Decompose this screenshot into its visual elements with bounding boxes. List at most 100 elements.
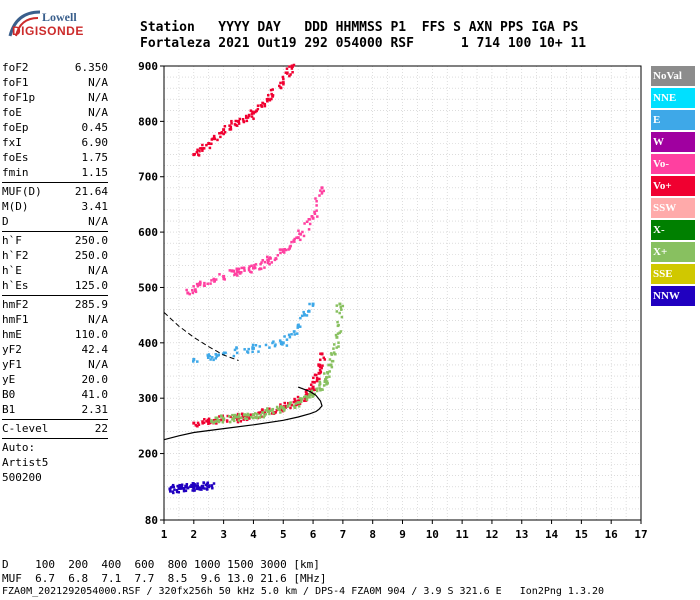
param-label: B1 xyxy=(2,403,16,416)
param-label: M(D) xyxy=(2,200,29,213)
echo-point xyxy=(294,403,298,407)
echo-point xyxy=(177,486,181,490)
echo-point xyxy=(278,84,281,88)
param-value: 250.0 xyxy=(74,234,108,247)
param-value: N/A xyxy=(88,358,108,371)
echo-point xyxy=(247,413,250,417)
echo-point xyxy=(274,343,277,346)
echo-point xyxy=(279,86,282,89)
echo-point xyxy=(257,350,260,353)
echo-point xyxy=(276,254,280,257)
echo-point xyxy=(263,414,266,417)
echo-point xyxy=(281,81,285,85)
x-tick-label: 14 xyxy=(545,528,559,541)
digisonde-logo: Lowell DIGISONDE xyxy=(6,6,86,40)
echo-point xyxy=(268,412,271,416)
echo-point xyxy=(318,194,321,197)
echo-point xyxy=(210,484,214,488)
param-value: 21.64 xyxy=(74,185,108,198)
echo-point xyxy=(217,353,221,356)
echo-point xyxy=(200,488,203,491)
echo-point xyxy=(269,88,273,92)
echo-point xyxy=(208,355,212,358)
echo-point xyxy=(223,131,227,134)
echo-point xyxy=(185,485,188,488)
echo-point xyxy=(284,406,288,409)
echo-point xyxy=(250,271,253,274)
echo-point xyxy=(325,376,329,379)
echo-point xyxy=(184,489,188,493)
echo-point xyxy=(231,413,234,417)
echo-point xyxy=(272,411,275,415)
echo-point xyxy=(306,393,310,396)
echo-point xyxy=(217,419,221,422)
echo-point xyxy=(271,88,274,91)
echo-point xyxy=(298,398,302,402)
y-tick-label: 600 xyxy=(138,226,158,239)
echo-point xyxy=(251,350,254,354)
echo-point xyxy=(282,409,286,412)
echo-point xyxy=(275,257,278,261)
param-row: hmF2 285.9 xyxy=(2,297,108,312)
logo-digisonde-text: DIGISONDE xyxy=(12,24,84,38)
echo-point xyxy=(309,393,313,397)
echo-point xyxy=(298,402,302,405)
x-tick-label: 11 xyxy=(456,528,470,541)
echo-point xyxy=(299,232,303,236)
echo-point xyxy=(261,259,264,262)
legend-entry: Vo+ xyxy=(651,176,695,196)
echo-point xyxy=(278,248,282,251)
echo-point xyxy=(337,345,340,348)
echo-point xyxy=(194,484,197,487)
param-row: fmin 1.15 xyxy=(2,165,108,180)
echo-point xyxy=(320,352,324,356)
echo-point xyxy=(272,340,275,343)
echo-point xyxy=(292,330,296,333)
echo-point xyxy=(339,305,342,309)
echo-point xyxy=(295,332,299,335)
x-tick-label: 7 xyxy=(340,528,347,541)
param-row: h`F2 250.0 xyxy=(2,248,108,263)
echo-point xyxy=(200,485,204,488)
echo-point xyxy=(207,419,211,423)
echo-point xyxy=(325,380,329,383)
echo-point xyxy=(308,218,311,221)
param-value: 110.0 xyxy=(74,328,108,341)
echo-point xyxy=(261,411,265,415)
echo-point xyxy=(328,375,331,378)
echo-point xyxy=(287,333,291,337)
echo-point xyxy=(220,414,223,418)
echo-point xyxy=(193,489,196,492)
echo-point xyxy=(229,415,232,419)
x-tick-label: 13 xyxy=(515,528,528,541)
legend-entry: SSW xyxy=(651,198,695,218)
echo-point xyxy=(310,215,313,218)
echo-point xyxy=(177,491,181,494)
echo-point xyxy=(302,310,305,314)
echo-point xyxy=(195,151,199,154)
echo-point xyxy=(198,282,201,285)
echo-point xyxy=(212,358,215,362)
param-label: foEp xyxy=(2,121,29,134)
echo-point xyxy=(312,376,315,380)
echo-point xyxy=(280,248,283,251)
echo-point xyxy=(299,238,302,242)
echo-point xyxy=(246,412,249,416)
echo-point xyxy=(210,279,213,282)
echo-point xyxy=(214,416,218,419)
param-label: foF2 xyxy=(2,61,29,74)
echo-point xyxy=(248,265,251,268)
param-row: C-level 22 xyxy=(2,421,108,436)
echo-point xyxy=(281,406,285,410)
y-tick-label: 800 xyxy=(138,115,158,128)
param-separator xyxy=(2,419,108,420)
echo-point xyxy=(232,419,236,423)
echo-point xyxy=(311,216,315,220)
echo-point xyxy=(285,338,289,341)
echo-point xyxy=(311,302,315,306)
echo-point xyxy=(182,489,186,493)
param-row: foEp 0.45 xyxy=(2,120,108,135)
echo-point xyxy=(237,419,241,422)
echo-point xyxy=(305,395,309,399)
echo-point xyxy=(316,215,319,218)
